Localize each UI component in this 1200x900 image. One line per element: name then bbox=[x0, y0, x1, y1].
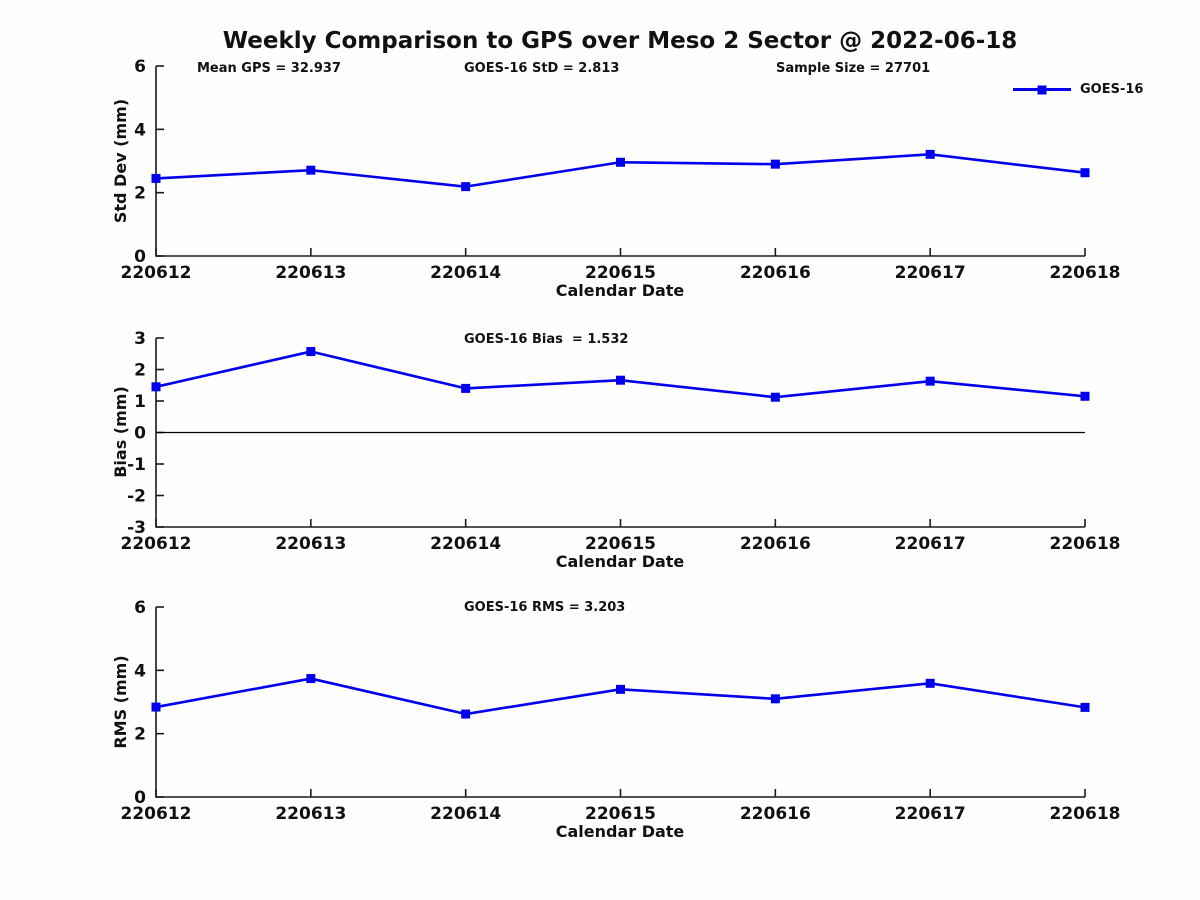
x-tick-label: 220617 bbox=[895, 804, 966, 824]
y-tick-label: 3 bbox=[134, 329, 146, 349]
y-tick-label: 0 bbox=[134, 424, 146, 444]
y-tick-label: 2 bbox=[134, 184, 146, 204]
data-point-marker bbox=[306, 165, 316, 175]
y-tick-label: 0 bbox=[134, 247, 146, 267]
annotation-goes16-bias: GOES-16 Bias = 1.532 bbox=[464, 332, 629, 347]
y-tick-label: -2 bbox=[127, 487, 146, 507]
y-tick-label: -1 bbox=[127, 455, 146, 475]
x-tick-label: 220618 bbox=[1050, 534, 1121, 554]
y-axis-label-rms: RMS (mm) bbox=[111, 655, 130, 749]
y-axis-label-bias: Bias (mm) bbox=[111, 386, 130, 478]
x-tick-label: 220616 bbox=[740, 263, 811, 283]
legend-square-marker-icon bbox=[1037, 85, 1047, 94]
legend-line-sample bbox=[1013, 85, 1071, 94]
y-tick-label: -3 bbox=[127, 518, 146, 538]
y-tick-label: 1 bbox=[134, 392, 146, 412]
x-tick-label: 220616 bbox=[740, 804, 811, 824]
x-tick-label: 220613 bbox=[275, 534, 346, 554]
y-tick-label: 6 bbox=[134, 57, 146, 77]
x-tick-label: 220616 bbox=[740, 534, 811, 554]
x-tick-label: 220614 bbox=[430, 804, 501, 824]
x-tick-label: 220612 bbox=[121, 534, 192, 554]
x-tick-label: 220612 bbox=[121, 804, 192, 824]
x-axis-label-rms-plot: Calendar Date bbox=[555, 822, 685, 841]
y-tick-label: 2 bbox=[134, 725, 146, 745]
y-tick-label: 4 bbox=[134, 120, 146, 140]
x-tick-label: 220615 bbox=[585, 804, 656, 824]
x-tick-label: 220615 bbox=[585, 534, 656, 554]
data-point-marker bbox=[461, 709, 471, 719]
data-line bbox=[154, 350, 1087, 399]
data-point-marker bbox=[306, 347, 316, 357]
data-point-marker bbox=[616, 375, 625, 385]
annotation-goes16-rms: GOES-16 RMS = 3.203 bbox=[464, 600, 626, 615]
legend-label: GOES-16 bbox=[1080, 82, 1144, 97]
annotation-goes16-std: GOES-16 StD = 2.813 bbox=[464, 61, 620, 76]
x-tick-label: 220613 bbox=[275, 804, 346, 824]
y-tick-label: 4 bbox=[134, 661, 146, 681]
annotation-mean-gps: Mean GPS = 32.937 bbox=[197, 61, 341, 76]
annotation-sample-size: Sample Size = 27701 bbox=[776, 61, 931, 76]
data-point-marker bbox=[925, 149, 935, 159]
data-point-marker bbox=[925, 678, 935, 688]
legend: GOES-16 bbox=[1013, 82, 1143, 97]
y-axis-label-std-dev: Std Dev (mm) bbox=[111, 98, 130, 224]
axis-spine bbox=[155, 607, 1085, 798]
y-tick-label: 0 bbox=[134, 788, 146, 808]
data-point-marker bbox=[1080, 168, 1090, 178]
x-axis-label-std-dev-plot: Calendar Date bbox=[555, 281, 685, 300]
data-point-marker bbox=[770, 694, 780, 704]
data-point-marker bbox=[1080, 391, 1090, 401]
data-point-marker bbox=[925, 376, 935, 386]
x-tick-label: 220618 bbox=[1050, 804, 1121, 824]
data-point-marker bbox=[770, 159, 780, 169]
x-tick-label: 220617 bbox=[895, 534, 966, 554]
data-point-marker bbox=[151, 173, 161, 183]
data-point-marker bbox=[616, 684, 625, 694]
data-point-marker bbox=[616, 157, 625, 167]
data-point-marker bbox=[151, 702, 161, 712]
data-point-marker bbox=[461, 383, 471, 393]
chart-title: Weekly Comparison to GPS over Meso 2 Sec… bbox=[222, 28, 1018, 54]
data-point-marker bbox=[770, 392, 780, 402]
y-tick-label: 6 bbox=[134, 598, 146, 618]
x-tick-label: 220614 bbox=[430, 263, 501, 283]
y-tick-label: 2 bbox=[134, 361, 146, 381]
data-point-marker bbox=[461, 182, 471, 192]
data-point-marker bbox=[306, 674, 316, 684]
x-tick-label: 220613 bbox=[275, 263, 346, 283]
data-point-marker bbox=[151, 382, 161, 392]
x-tick-label: 220615 bbox=[585, 263, 656, 283]
x-tick-label: 220618 bbox=[1050, 263, 1121, 283]
x-axis-label-bias-plot: Calendar Date bbox=[555, 552, 685, 571]
x-tick-label: 220612 bbox=[121, 263, 192, 283]
x-tick-label: 220617 bbox=[895, 263, 966, 283]
x-tick-label: 220614 bbox=[430, 534, 501, 554]
data-line bbox=[154, 677, 1087, 716]
data-point-marker bbox=[1080, 702, 1090, 712]
